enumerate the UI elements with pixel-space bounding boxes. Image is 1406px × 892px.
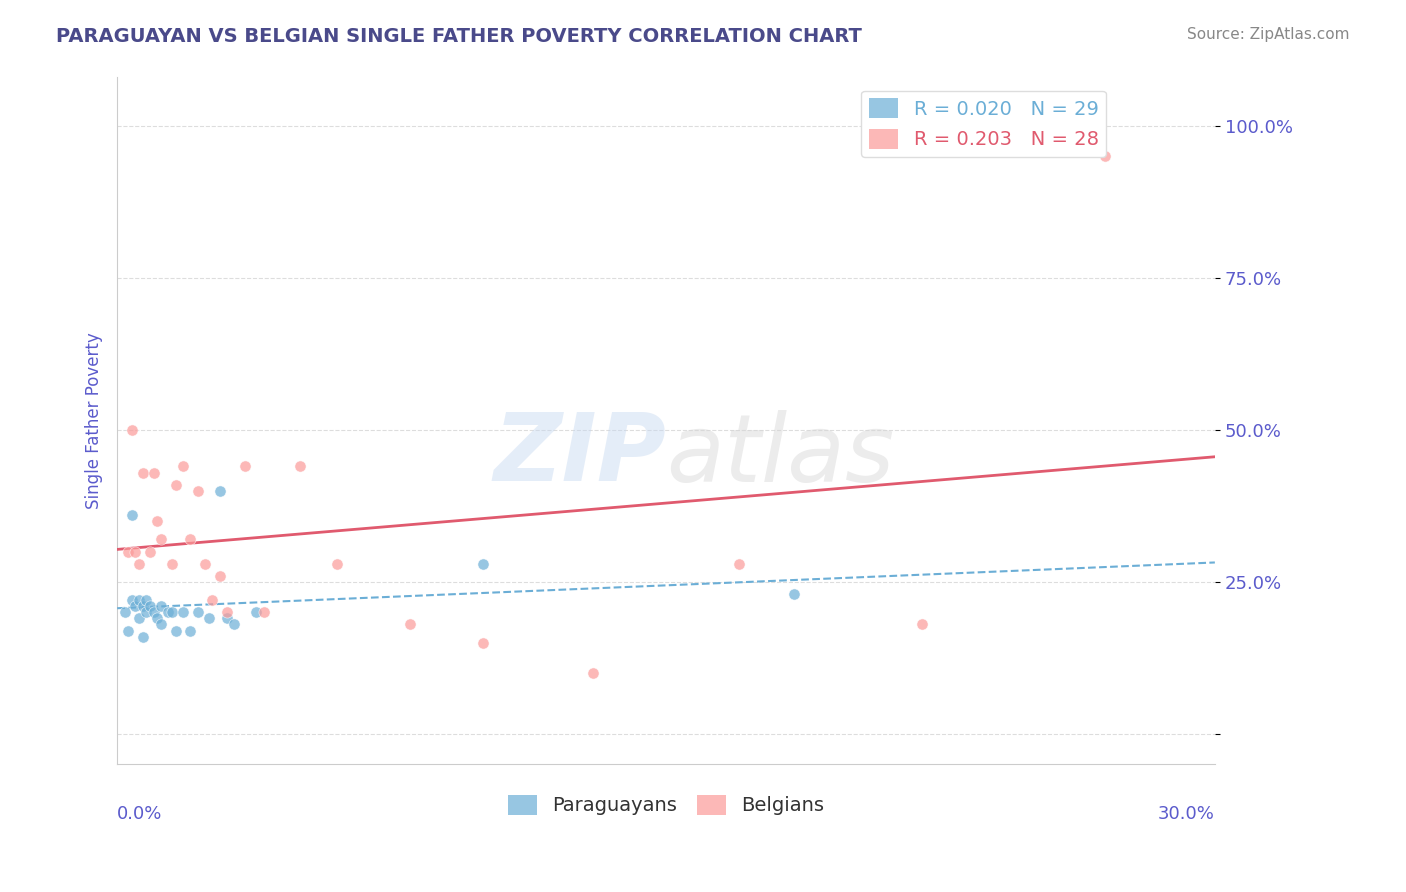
Point [114, 605, 136, 619]
Point [252, 605, 274, 619]
Point [132, 599, 155, 614]
Text: PARAGUAYAN VS BELGIAN SINGLE FATHER POVERTY CORRELATION CHART: PARAGUAYAN VS BELGIAN SINGLE FATHER POVE… [56, 27, 862, 45]
Point [172, 459, 194, 474]
Point [117, 544, 139, 558]
Point [121, 508, 143, 522]
Point [128, 611, 150, 625]
Point [208, 483, 231, 498]
Point [728, 557, 751, 571]
Point [117, 624, 139, 638]
Point [224, 617, 246, 632]
Point [215, 605, 238, 619]
Text: atlas: atlas [666, 409, 894, 500]
Point [121, 593, 143, 607]
Point [197, 611, 219, 625]
Point [288, 459, 311, 474]
Point [215, 611, 238, 625]
Point [179, 533, 201, 547]
Point [135, 605, 157, 619]
Point [245, 605, 267, 619]
Point [132, 466, 155, 480]
Legend: Paraguayans, Belgians: Paraguayans, Belgians [501, 787, 832, 823]
Text: 0.0%: 0.0% [117, 805, 163, 823]
Point [132, 630, 155, 644]
Point [121, 423, 143, 437]
Point [325, 557, 347, 571]
Point [194, 557, 217, 571]
Point [146, 514, 169, 528]
Point [1094, 149, 1116, 163]
Point [472, 636, 495, 650]
Text: ZIP: ZIP [494, 409, 666, 501]
Point [150, 617, 173, 632]
Point [187, 483, 209, 498]
Point [128, 557, 150, 571]
Point [165, 624, 187, 638]
Point [160, 605, 183, 619]
Point [165, 477, 187, 491]
Point [582, 666, 605, 681]
Point [150, 533, 173, 547]
Point [135, 593, 157, 607]
Point [201, 593, 224, 607]
Point [911, 617, 934, 632]
Point [124, 544, 146, 558]
Point [233, 459, 256, 474]
Point [179, 624, 201, 638]
Point [472, 557, 495, 571]
Point [128, 593, 150, 607]
Point [157, 605, 180, 619]
Point [142, 605, 165, 619]
Point [172, 605, 194, 619]
Point [124, 599, 146, 614]
Point [208, 569, 231, 583]
Text: Source: ZipAtlas.com: Source: ZipAtlas.com [1187, 27, 1350, 42]
Point [142, 466, 165, 480]
Point [146, 611, 169, 625]
Point [783, 587, 806, 601]
Point [160, 557, 183, 571]
Point [187, 605, 209, 619]
Point [139, 544, 162, 558]
Y-axis label: Single Father Poverty: Single Father Poverty [86, 333, 103, 509]
Point [139, 599, 162, 614]
Point [150, 599, 173, 614]
Point [399, 617, 422, 632]
Text: 30.0%: 30.0% [1159, 805, 1215, 823]
